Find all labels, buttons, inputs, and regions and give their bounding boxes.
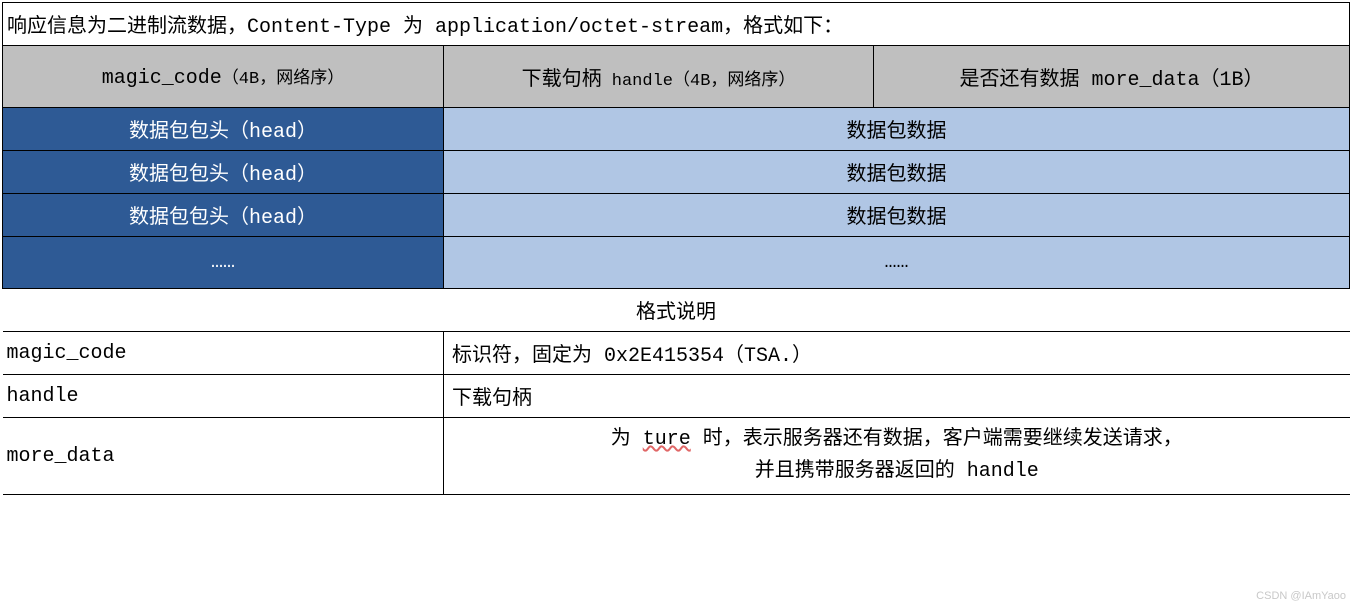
- packet-data-ellipsis: ……: [444, 237, 1350, 289]
- def-row-2: handle 下载句柄: [3, 375, 1350, 418]
- packet-row-1: 数据包包头（head） 数据包数据: [3, 108, 1350, 151]
- packet-data-3: 数据包数据: [444, 194, 1350, 237]
- header-row: magic_code（4B，网络序） 下载句柄 handle（4B，网络序） 是…: [3, 46, 1350, 108]
- packet-head-1: 数据包包头（head）: [3, 108, 444, 151]
- def-row-3: more_data 为 ture 时，表示服务器还有数据，客户端需要继续发送请求…: [3, 418, 1350, 495]
- packet-data-1: 数据包数据: [444, 108, 1350, 151]
- packet-head-2: 数据包包头（head）: [3, 151, 444, 194]
- format-section-title: 格式说明: [3, 289, 1350, 332]
- intro-text: 响应信息为二进制流数据，Content-Type 为 application/o…: [3, 3, 1350, 46]
- packet-head-3: 数据包包头（head）: [3, 194, 444, 237]
- response-format-table: 响应信息为二进制流数据，Content-Type 为 application/o…: [2, 2, 1350, 495]
- header-col-2: 下载句柄 handle（4B，网络序）: [444, 46, 874, 108]
- header-col-1: magic_code（4B，网络序）: [3, 46, 444, 108]
- watermark-text: CSDN @IAmYaoo: [1256, 590, 1346, 602]
- packet-data-2: 数据包数据: [444, 151, 1350, 194]
- def-key-1: magic_code: [3, 332, 444, 375]
- packet-head-ellipsis: ……: [3, 237, 444, 289]
- packet-row-3: 数据包包头（head） 数据包数据: [3, 194, 1350, 237]
- def-key-2: handle: [3, 375, 444, 418]
- packet-row-ellipsis: …… ……: [3, 237, 1350, 289]
- def-row-1: magic_code 标识符，固定为 0x2E415354（TSA.）: [3, 332, 1350, 375]
- def-key-3: more_data: [3, 418, 444, 495]
- def-val-3: 为 ture 时，表示服务器还有数据，客户端需要继续发送请求， 并且携带服务器返…: [444, 418, 1350, 495]
- packet-row-2: 数据包包头（head） 数据包数据: [3, 151, 1350, 194]
- header-col-3: 是否还有数据 more_data（1B）: [874, 46, 1350, 108]
- def-val-1: 标识符，固定为 0x2E415354（TSA.）: [444, 332, 1350, 375]
- def-val-2: 下载句柄: [444, 375, 1350, 418]
